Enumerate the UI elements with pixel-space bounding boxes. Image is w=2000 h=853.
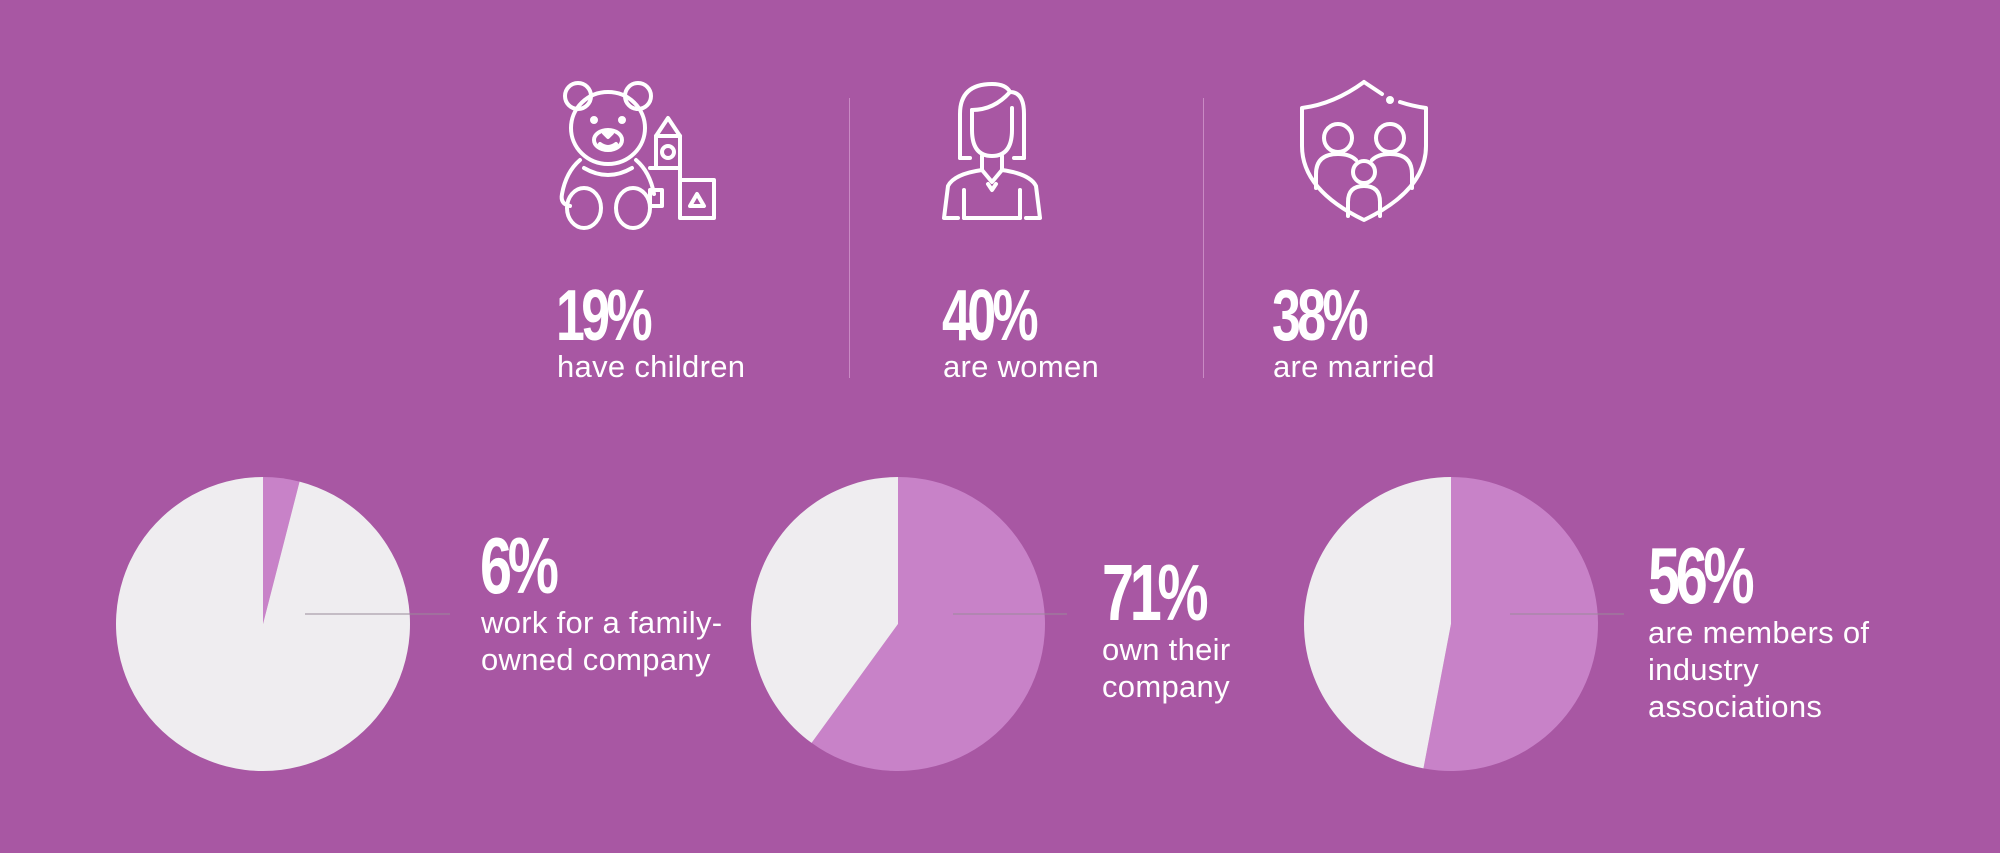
stat-label: are married	[1273, 349, 1435, 384]
stat-label: have children	[557, 349, 746, 384]
stat-value: 40%	[942, 276, 1039, 356]
pie-chart	[115, 477, 450, 771]
pie-slice-highlight	[811, 477, 1045, 771]
pie-slice-rest	[1303, 477, 1451, 769]
pie-label: are members of industry associations	[1648, 615, 1870, 724]
pie-value: 6%	[480, 521, 559, 610]
stat-value: 38%	[1272, 276, 1369, 356]
pie-label: work for a family-owned company	[481, 605, 723, 677]
stat-value: 19%	[556, 276, 653, 356]
stat-label: are women	[943, 349, 1100, 384]
pie-slice-rest	[115, 477, 410, 771]
pie-label: own their company	[1102, 632, 1231, 704]
pie-slice-highlight	[1423, 477, 1598, 771]
divider	[1203, 98, 1204, 378]
pie-slice-rest	[751, 477, 898, 743]
woman-icon	[942, 82, 1042, 220]
pie-value: 71%	[1102, 548, 1209, 637]
pie-chart	[1303, 477, 1624, 771]
pie-block-family-owned: 6% work for a family-owned company	[115, 476, 722, 776]
pie-chart	[751, 477, 1067, 771]
pie-value: 56%	[1648, 531, 1755, 620]
family-shield-icon	[1300, 80, 1428, 222]
pie-slice-highlight	[263, 477, 300, 624]
teddy-bear-blocks-icon	[559, 81, 716, 230]
divider	[849, 98, 850, 378]
pie-block-industry-associations: 56% are members of industry associations	[1303, 476, 1904, 776]
pie-block-own-company: 71% own their company	[751, 476, 1351, 776]
